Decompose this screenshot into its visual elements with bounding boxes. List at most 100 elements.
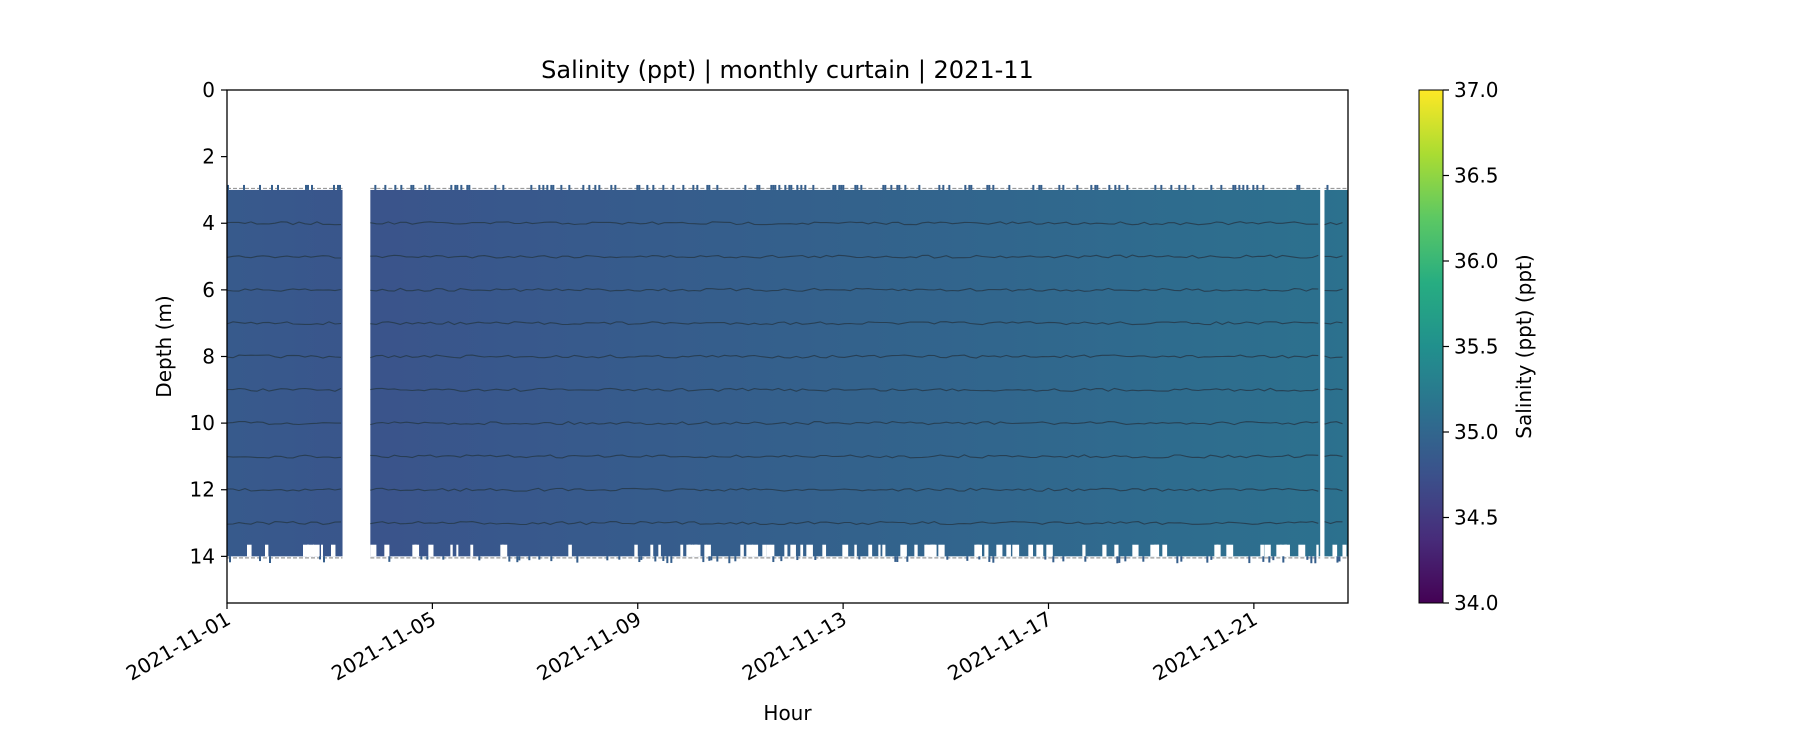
bottom-edge-spike [710, 556, 713, 561]
bottom-edge-spike [1306, 556, 1309, 560]
bottom-edge-gap [822, 544, 827, 557]
bottom-edge-gap [1264, 544, 1271, 557]
bottom-edge-spike [670, 556, 673, 563]
top-edge-spike [424, 184, 427, 190]
top-edge-spike [582, 184, 585, 190]
bottom-edge-spike [269, 556, 271, 563]
bottom-edge-spike [662, 556, 665, 561]
bottom-edge-gap [1036, 544, 1042, 557]
bottom-edge-gap [428, 544, 434, 557]
top-edge-spike [243, 184, 245, 190]
sensor-line-13m [370, 521, 1319, 526]
bottom-edge-gap [500, 544, 504, 557]
top-edge-spike [1094, 184, 1097, 190]
colorbar-tick-label: 36.5 [1454, 164, 1499, 188]
top-edge-spike [374, 184, 377, 190]
top-edge-spike [1178, 184, 1181, 190]
sensor-line-13m [226, 521, 342, 525]
bottom-edge-spike [992, 556, 995, 563]
top-edge-spike [538, 184, 541, 190]
bottom-edge-gap [307, 544, 314, 557]
top-edge-spike [812, 184, 815, 190]
top-edge-spike [904, 184, 907, 190]
y-tick-label: 14 [190, 544, 215, 568]
top-edge-spike [450, 184, 453, 190]
top-edge-spike [412, 184, 415, 190]
top-edge-spike [454, 184, 457, 190]
top-edge-spike [552, 184, 555, 190]
top-edge-spike [259, 184, 261, 190]
bottom-edge-gap [706, 544, 711, 557]
top-edge-spike [988, 184, 991, 190]
bottom-edge-gap [694, 544, 701, 557]
bottom-edge-gap [1316, 544, 1319, 557]
top-edge-spike [884, 184, 887, 190]
sensor-line-10m [226, 421, 341, 426]
bottom-edge-spike [518, 556, 521, 561]
bottom-edge-spike [780, 556, 783, 562]
colorbar [1418, 89, 1444, 604]
colorbar-tick-label: 35.5 [1454, 335, 1499, 359]
sensor-line-7m [1324, 321, 1343, 325]
top-edge-spike [1234, 184, 1237, 190]
top-edge-spike [1192, 184, 1195, 190]
top-edge-spike [1058, 184, 1061, 190]
top-edge-spike [339, 184, 341, 190]
bottom-edge-gap [984, 544, 989, 557]
x-axis: 2021-11-01 2021-11-05 2021-11-09 2021-11-13… [122, 603, 1262, 686]
sensor-line-12m [226, 488, 342, 492]
top-edge-spike [530, 184, 533, 190]
sensor-line-5m [1324, 255, 1343, 259]
top-edge-spike [1256, 184, 1259, 190]
bottom-edge-gap [658, 544, 661, 557]
bottom-edge-gap [926, 544, 933, 557]
bottom-edge-gap [1156, 544, 1160, 557]
bottom-edge-gap [414, 544, 417, 557]
top-edge-spike [1126, 184, 1129, 190]
bottom-edge-gap [1150, 544, 1156, 557]
top-edge-spike [494, 184, 497, 190]
sensor-depth-lines [226, 221, 1343, 526]
bottom-edge-spike [1062, 556, 1065, 562]
salinity-curtain [227, 189, 1348, 557]
y-tick-label: 6 [202, 278, 215, 302]
sensor-line-10m [1324, 421, 1343, 425]
bottom-edge-spike [638, 556, 641, 563]
top-edge-spike [610, 184, 613, 190]
bottom-edge-gap [882, 544, 886, 557]
bottom-edge-gap [1028, 544, 1034, 557]
top-edge-spike [460, 184, 463, 190]
top-edge-spike [1154, 184, 1157, 190]
top-edge-spike [1232, 184, 1235, 190]
bottom-edge-gap [1260, 544, 1264, 557]
bottom-edge-spike [708, 556, 711, 561]
top-edge-spike [832, 184, 835, 190]
bottom-edge-spike [508, 556, 511, 562]
top-edge-spike [1118, 184, 1121, 190]
top-edge-spike [307, 184, 309, 190]
top-edge-spike [1326, 184, 1329, 190]
bottom-edge-spike [1314, 556, 1317, 564]
bottom-edge-gap [321, 544, 324, 557]
sensor-line-8m [1324, 355, 1343, 359]
top-edge-spike [774, 184, 777, 190]
top-edge-spike [1032, 184, 1035, 190]
sensor-line-10m [370, 420, 1319, 426]
sensor-line-11m [1324, 454, 1343, 457]
bottom-edge-gap [976, 544, 982, 557]
colorbar-title: Salinity (ppt) (ppt) [1512, 254, 1536, 438]
bottom-edge-gap [1012, 544, 1020, 557]
bottom-edge-gap [932, 544, 937, 557]
bottom-edge-gap [938, 544, 945, 557]
top-edge-spike [428, 184, 431, 190]
bottom-edge-spike [654, 556, 657, 562]
bottom-edge-gap [331, 544, 336, 557]
bottom-edge-gap [456, 544, 459, 557]
top-edge-spike [1096, 184, 1099, 190]
x-tick-label: 2021-11-21 [1149, 607, 1262, 686]
bottom-edge-spike [1282, 556, 1285, 563]
top-edge-spike [277, 184, 279, 190]
top-edge-spike [568, 184, 571, 190]
sensor-line-8m [370, 354, 1319, 359]
